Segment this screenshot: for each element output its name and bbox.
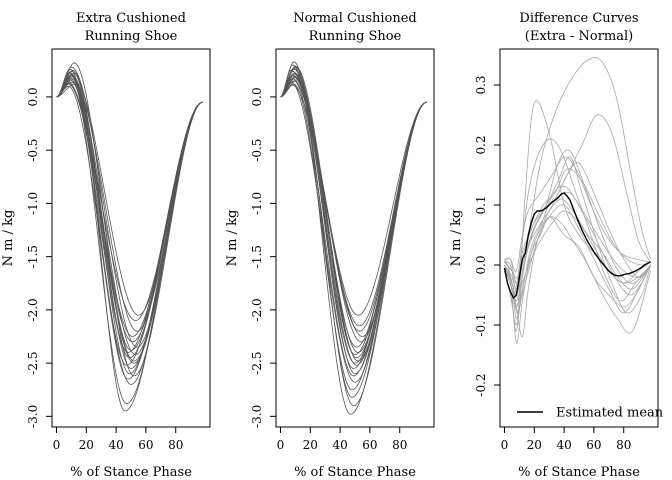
y-tick-label: -0.2	[474, 373, 488, 396]
x-tick-label: 40	[556, 438, 571, 452]
x-axis-label: % of Stance Phase	[294, 465, 416, 480]
x-tick-label: 0	[53, 438, 61, 452]
subject-curve-17	[56, 78, 203, 351]
y-tick-label: 0.0	[250, 87, 264, 106]
panel-title-line: Running Shoe	[85, 29, 178, 44]
y-axis-label: N m / kg	[225, 210, 240, 267]
plot-area	[56, 62, 203, 412]
plot-frame	[275, 48, 435, 428]
x-tick-label: 80	[168, 438, 183, 452]
difference-curve-13	[504, 210, 651, 308]
panel-2: Normal Cushioned Running Shoe 0 20 40 60 80 0.0…	[225, 11, 435, 480]
subject-curve-17	[280, 74, 427, 355]
panel-title-line: Difference Curves	[519, 11, 638, 26]
subject-curve-3	[56, 62, 203, 377]
y-axis-label: N m / kg	[449, 210, 464, 267]
y-tick-label: -1.5	[26, 245, 40, 268]
x-tick-label: 0	[277, 438, 285, 452]
panel-title-line: Normal Cushioned	[293, 11, 417, 26]
y-tick-label: 0.3	[474, 75, 488, 94]
y-axis-label: N m / kg	[1, 210, 16, 267]
y-tick-label: -2.5	[26, 352, 40, 375]
x-tick-label: 60	[586, 438, 601, 452]
y-tick-label: 0.1	[474, 195, 488, 214]
plot-area	[280, 61, 427, 415]
panel-title-line: Running Shoe	[309, 29, 402, 44]
y-tick-label: -1.0	[26, 192, 40, 215]
difference-curve-9	[504, 216, 651, 308]
x-axis-label: % of Stance Phase	[70, 465, 192, 480]
y-tick-label: -2.0	[250, 298, 264, 321]
y-tick-label: -0.1	[474, 313, 488, 336]
difference-curve-2	[504, 57, 651, 332]
x-tick-label: 20	[303, 438, 318, 452]
legend-label: Estimated mean	[556, 406, 664, 421]
y-tick-label: -2.5	[250, 352, 264, 375]
difference-curve-16	[504, 198, 651, 302]
plot-area	[503, 57, 651, 344]
y-tick-label: 0.2	[474, 135, 488, 154]
y-tick-label: -0.5	[26, 139, 40, 162]
x-tick-label: 80	[616, 438, 631, 452]
y-tick-label: -2.0	[26, 298, 40, 321]
y-tick-label: -0.5	[250, 139, 264, 162]
difference-curve-11	[504, 185, 651, 314]
estimated-mean-line	[503, 192, 651, 300]
x-tick-label: 0	[501, 438, 509, 452]
x-axis-label: % of Stance Phase	[518, 465, 640, 480]
subject-curve-20	[56, 83, 203, 332]
difference-curve-8	[504, 216, 651, 334]
x-tick-label: 40	[332, 438, 347, 452]
y-tick-label: -3.0	[250, 405, 264, 428]
plot-frame	[499, 48, 659, 428]
x-tick-label: 60	[138, 438, 153, 452]
y-tick-label: -1.0	[250, 192, 264, 215]
panel-title-line: (Extra - Normal)	[525, 29, 633, 44]
x-tick-label: 40	[108, 438, 123, 452]
x-tick-label: 20	[527, 438, 542, 452]
plot-frame	[51, 48, 211, 428]
panel-3: Difference Curves (Extra - Normal) 0 20 40 60…	[449, 11, 664, 480]
y-tick-label: 0.0	[26, 87, 40, 106]
x-tick-label: 80	[392, 438, 407, 452]
y-tick-label: 0.0	[474, 255, 488, 274]
panel-title-line: Extra Cushioned	[76, 11, 186, 26]
x-tick-label: 60	[362, 438, 377, 452]
panel-1: Extra Cushioned Running Shoe 0 20 40 60 80 0.0 -…	[1, 11, 211, 480]
y-tick-label: -1.5	[250, 245, 264, 268]
y-tick-label: -3.0	[26, 405, 40, 428]
subject-curve-20	[280, 84, 427, 337]
x-tick-label: 20	[79, 438, 94, 452]
